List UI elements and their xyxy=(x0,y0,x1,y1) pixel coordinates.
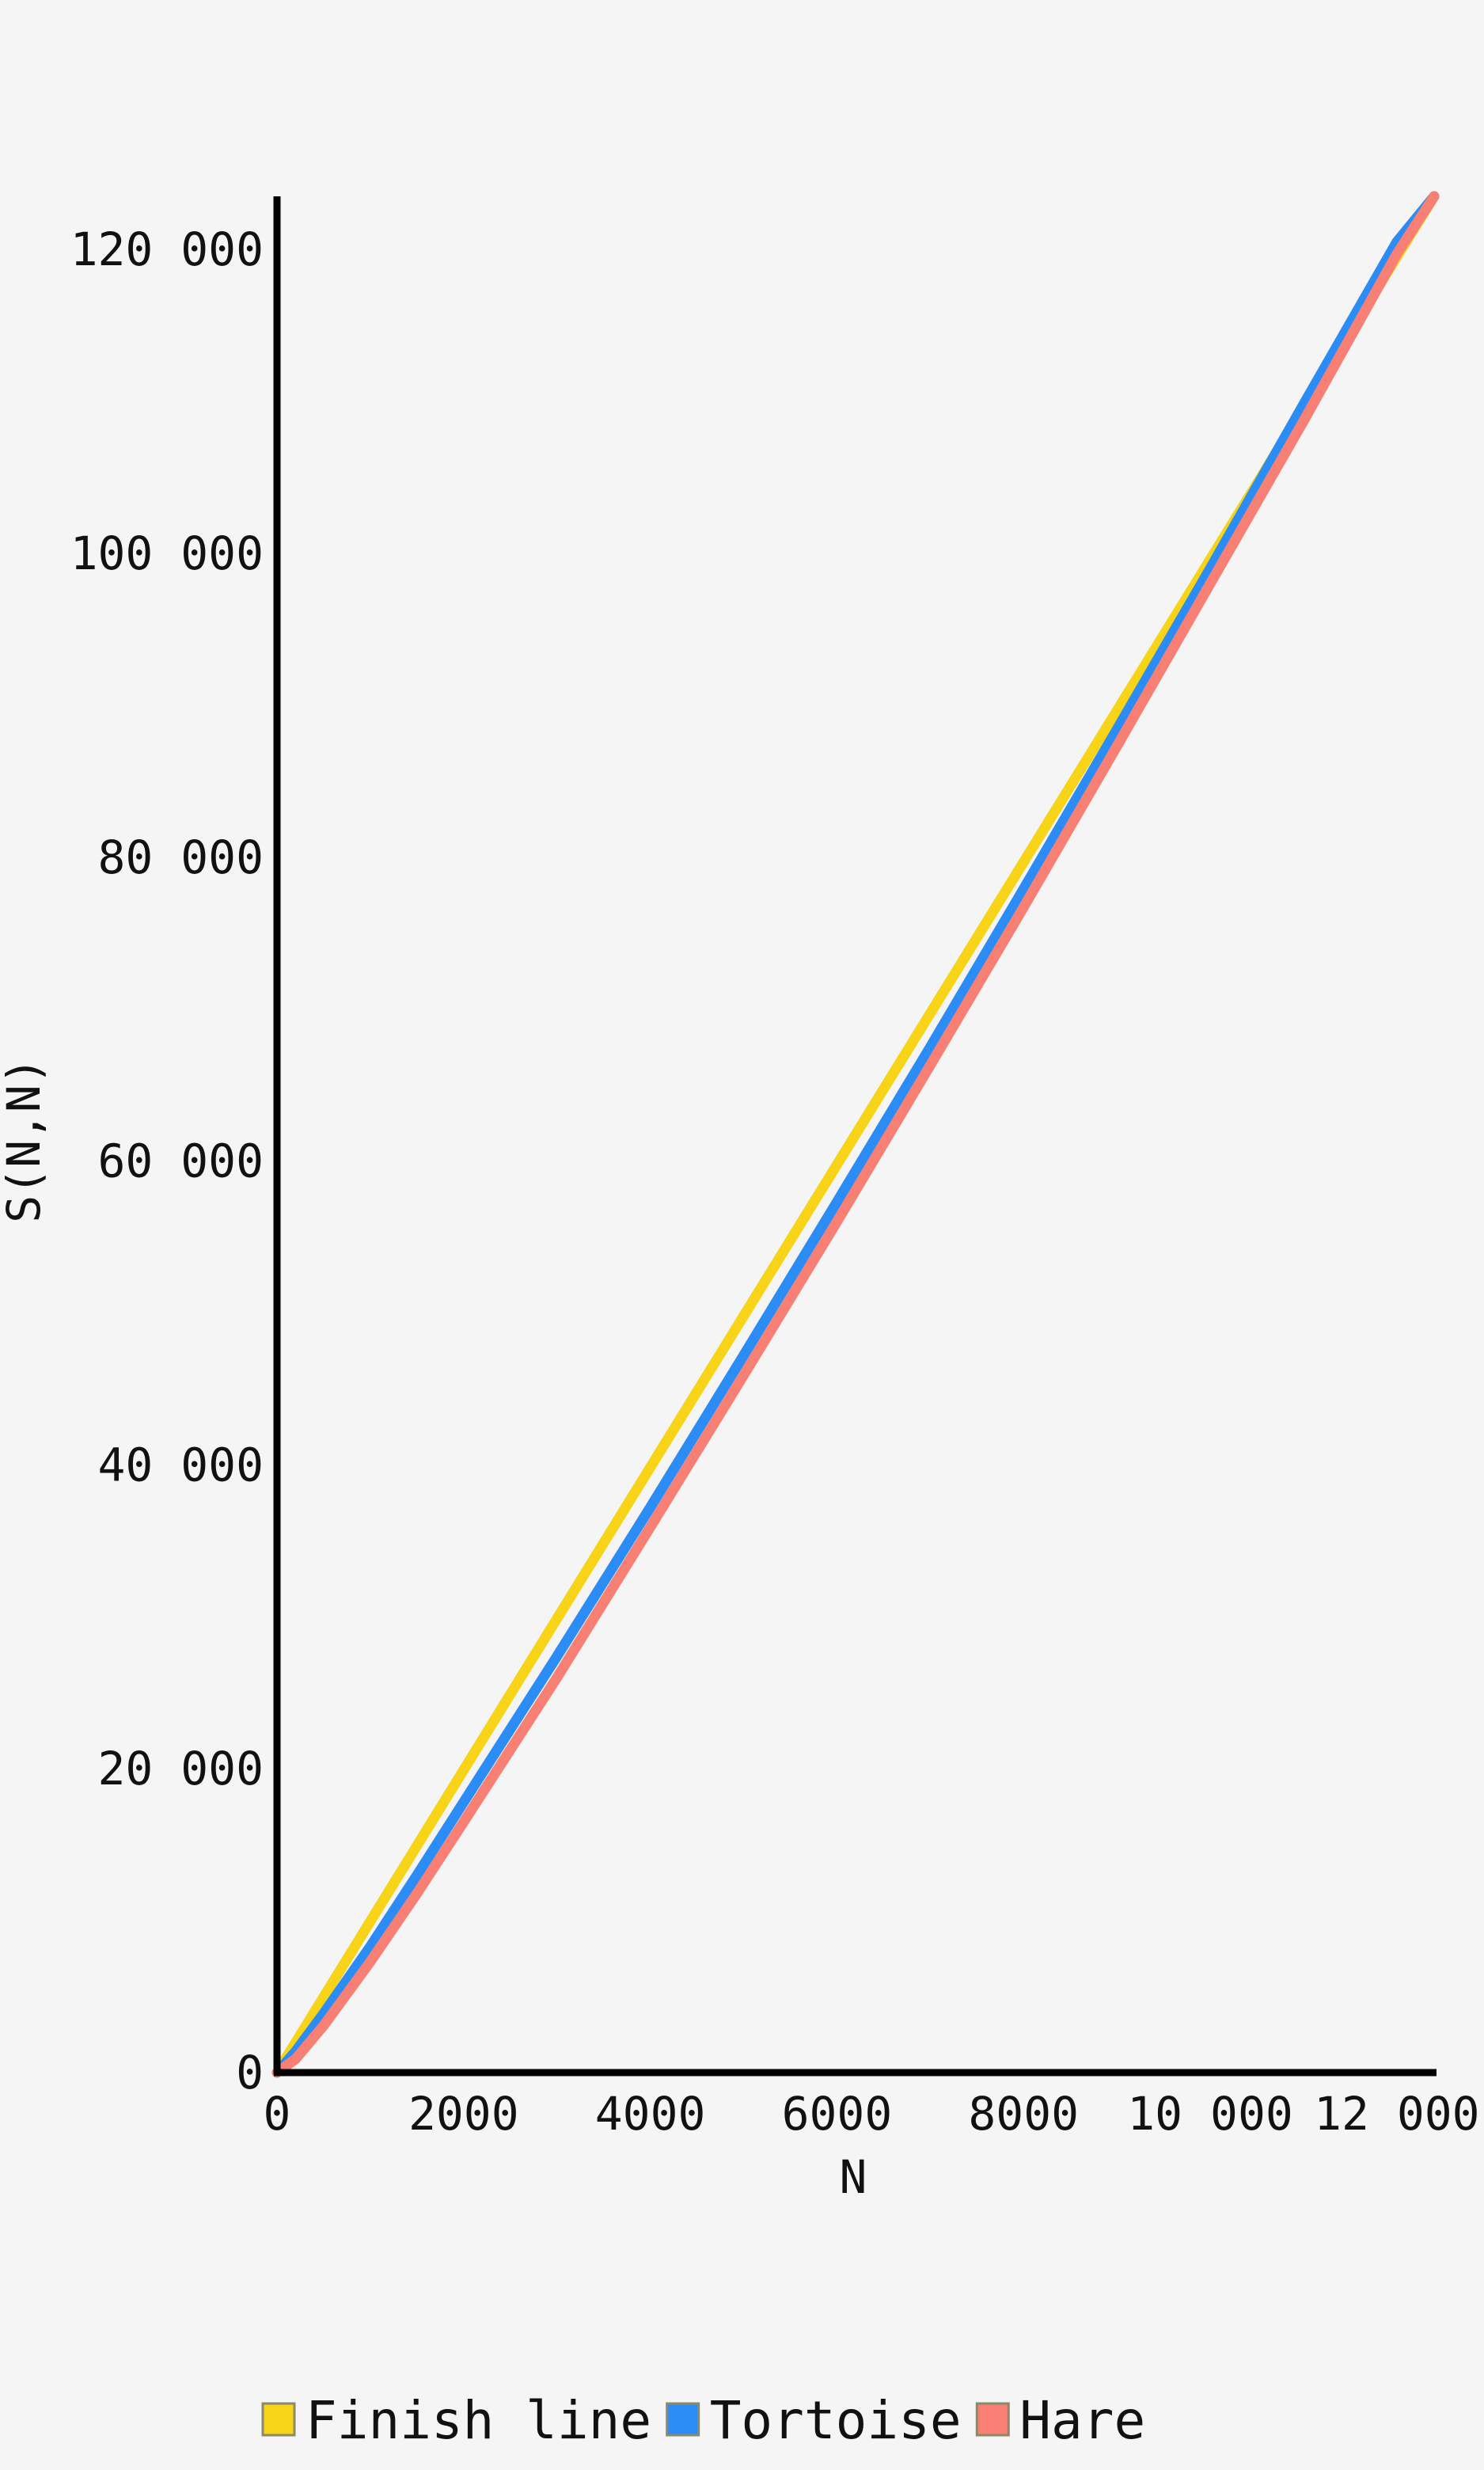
legend-item-finish-line: Finish line xyxy=(261,2390,651,2451)
x-tick-label: 8000 xyxy=(968,2087,1079,2141)
legend-item-hare: Hare xyxy=(975,2390,1145,2451)
x-tick-label: 10 000 xyxy=(1127,2087,1293,2141)
y-tick-label: 60 000 xyxy=(97,1134,264,1188)
x-tick-label: 6000 xyxy=(782,2087,893,2141)
series-layer xyxy=(271,191,1440,2078)
y-tick-label: 0 xyxy=(236,2046,264,2100)
legend-label: Hare xyxy=(1019,2390,1145,2451)
legend-swatch xyxy=(666,2402,700,2437)
legend: Finish line Tortoise Hare xyxy=(261,2390,1145,2451)
x-tick-label: 12 000 xyxy=(1314,2087,1480,2141)
y-tick-label: 120 000 xyxy=(70,222,264,276)
series-line-hare xyxy=(271,191,1440,2078)
y-tick-label: 100 000 xyxy=(70,526,264,580)
legend-label: Finish line xyxy=(306,2390,651,2451)
legend-swatch xyxy=(261,2402,296,2437)
y-tick-label: 80 000 xyxy=(97,830,264,884)
legend-label: Tortoise xyxy=(710,2390,962,2451)
x-tick-labels: 0 2000 4000 6000 8000 10 000 12 000 xyxy=(264,2087,1480,2141)
y-tick-label: 20 000 xyxy=(97,1742,264,1796)
series-line-tortoise xyxy=(271,191,1440,2078)
y-axis-title: S(N,N) xyxy=(0,1057,51,1223)
x-tick-label: 0 xyxy=(264,2087,291,2141)
legend-swatch xyxy=(975,2402,1010,2437)
x-tick-label: 4000 xyxy=(595,2087,706,2141)
x-axis-title: N xyxy=(840,2150,867,2204)
legend-item-tortoise: Tortoise xyxy=(666,2390,962,2451)
y-tick-label: 40 000 xyxy=(97,1438,264,1492)
y-tick-labels: 0 20 000 40 000 60 000 80 000 100 000 120 000 xyxy=(70,222,264,2100)
x-tick-label: 2000 xyxy=(408,2087,519,2141)
